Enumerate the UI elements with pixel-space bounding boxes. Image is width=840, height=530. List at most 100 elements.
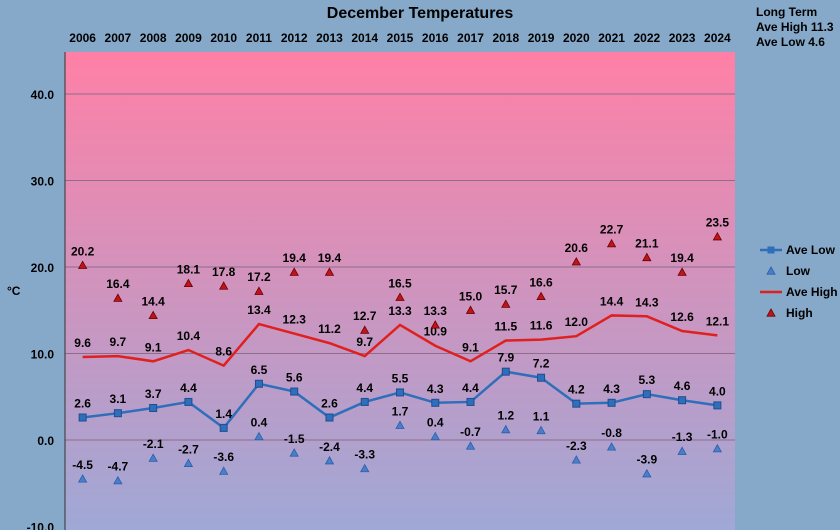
x-tick-label: 2007 (105, 31, 132, 45)
series-ave-low: 2.6 3.1 3.7 4.4 1.4 6.5 5.6 2.6 4.4 5.5 4.3 4.4 7.9 7… (74, 351, 726, 432)
data-point (395, 292, 405, 301)
data-label: -0.7 (460, 425, 481, 439)
data-label: 4.3 (427, 382, 444, 396)
data-label: 12.7 (353, 309, 377, 323)
data-label: 8.6 (215, 345, 232, 359)
data-label: 3.7 (145, 387, 162, 401)
data-label: 13.4 (247, 303, 271, 317)
x-tick-label: 2020 (563, 31, 590, 45)
data-label: 14.4 (600, 294, 624, 308)
legend-item: Low (766, 264, 811, 278)
data-label: 12.6 (670, 310, 694, 324)
data-label: 4.4 (180, 381, 197, 395)
y-tick-label: 20.0 (31, 261, 55, 275)
y-tick-label: 0.0 (37, 434, 54, 448)
data-label: 17.8 (212, 265, 236, 279)
data-label: 16.4 (106, 277, 130, 291)
data-point (289, 448, 299, 457)
data-point (324, 267, 335, 276)
legend-label: Ave High (786, 285, 838, 299)
data-label: 1.1 (533, 409, 550, 423)
x-tick-label: 2024 (704, 31, 731, 45)
chart-title: December Temperatures (327, 5, 514, 22)
x-tick-label: 2008 (140, 31, 167, 45)
legend-label: High (786, 306, 813, 320)
data-point (431, 398, 440, 407)
data-point (712, 443, 723, 453)
x-tick-label: 2018 (492, 31, 519, 45)
x-tick-labels: 2006 2007 2008 2009 2010 2011 2012 2013 2014 2015… (69, 31, 731, 45)
data-point (77, 474, 88, 483)
data-label: -3.9 (636, 453, 657, 467)
data-label: 5.6 (286, 371, 303, 385)
data-point (113, 409, 122, 418)
data-label: 12.3 (283, 313, 307, 327)
data-point (677, 267, 687, 276)
data-point (254, 431, 264, 441)
data-point (430, 431, 440, 441)
long-term-ave-low: Ave Low 4.6 (756, 35, 825, 49)
data-point (148, 453, 158, 462)
legend-label: Low (786, 264, 811, 278)
data-label: 2.6 (74, 397, 91, 411)
x-tick-label: 2015 (387, 31, 414, 45)
data-point (465, 441, 476, 450)
data-label: 4.3 (603, 382, 620, 396)
x-tick-label: 2021 (598, 31, 625, 45)
legend-item: High (766, 306, 813, 320)
data-point (360, 397, 369, 406)
data-point (78, 413, 87, 422)
data-point (537, 373, 546, 382)
legend-marker (766, 266, 776, 275)
data-point (536, 425, 546, 435)
series-low: -4.5 -4.7 -2.1 -2.7 -3.6 0.4 -1.5 -2.4 -3.3 1.7 0.… (72, 404, 728, 485)
data-point (572, 399, 581, 408)
data-point (571, 455, 581, 464)
y-tick-label: 40.0 (31, 88, 55, 102)
data-label: 10.4 (177, 329, 201, 343)
data-point (149, 403, 158, 412)
data-label: 0.4 (251, 416, 268, 430)
series-ave-high: 9.6 9.7 9.1 10.4 8.6 13.4 12.3 11.2 9.7 13.3 10.9 9… (74, 294, 729, 368)
data-point (642, 468, 652, 478)
y-tick-label: -10.0 (27, 521, 55, 530)
data-label: 7.9 (497, 351, 514, 365)
data-label: -2.7 (178, 442, 199, 456)
data-label: 1.2 (497, 409, 514, 423)
x-tick-label: 2014 (351, 31, 378, 45)
data-label: 11.5 (494, 320, 517, 334)
data-label: 19.4 (670, 251, 694, 265)
data-label: 7.2 (533, 357, 550, 371)
data-label: 6.5 (251, 363, 268, 377)
data-point (501, 299, 511, 308)
data-label: 2.6 (321, 397, 338, 411)
data-point (606, 442, 617, 451)
data-point (678, 396, 687, 405)
x-tick-label: 2019 (528, 31, 555, 45)
data-point (360, 463, 370, 473)
data-label: 4.2 (568, 383, 585, 397)
data-label: -2.3 (566, 439, 587, 453)
data-point (113, 293, 123, 302)
data-label: -2.4 (319, 440, 340, 454)
data-label: -1.5 (284, 432, 305, 446)
x-tick-label: 2009 (175, 31, 202, 45)
data-point (254, 379, 263, 388)
data-point (324, 455, 335, 465)
y-tick-labels: -10.0 0.0 10.0 20.0 30.0 40.0 (27, 88, 55, 530)
data-label: 3.1 (110, 392, 127, 406)
y-tick-label: 10.0 (31, 348, 55, 362)
x-tick-label: 2012 (281, 31, 308, 45)
data-label: -4.7 (108, 460, 129, 474)
x-tick-label: 2013 (316, 31, 343, 45)
data-point (430, 320, 440, 329)
data-point (501, 424, 511, 434)
data-label: 20.6 (565, 241, 589, 255)
x-tick-label: 2022 (633, 31, 660, 45)
data-label: 21.1 (635, 236, 659, 250)
long-term-ave-high: Ave High 11.3 (756, 20, 834, 34)
data-point (712, 231, 723, 241)
data-point (395, 420, 405, 429)
data-label: 13.3 (424, 304, 448, 318)
data-point (536, 291, 546, 301)
